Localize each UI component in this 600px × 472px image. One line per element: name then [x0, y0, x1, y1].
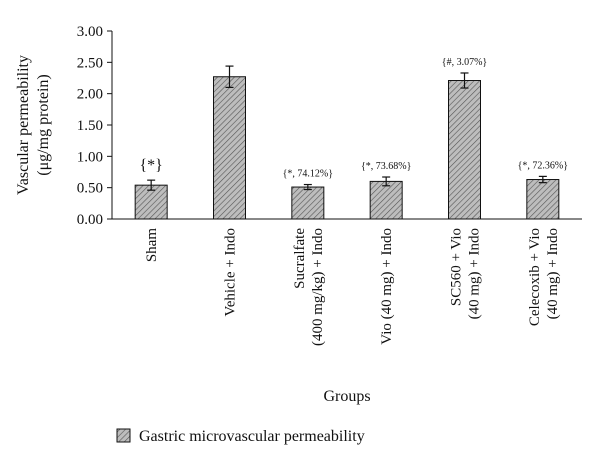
x-tick-label-line: Vehicle + Indo	[223, 228, 239, 316]
x-tick-label: Sham	[144, 228, 160, 263]
x-tick-label: Sucralfate (400 mg/kg) + Indo	[292, 228, 326, 346]
x-tick-label-line: Celecoxib + Vio	[527, 228, 543, 326]
x-tick-label-line: Sucralfate	[292, 228, 308, 289]
annotations: {*} {*, 74.12%} {*, 73.68%} {#, 3.07%} {*, 7…	[139, 57, 568, 180]
y-tick-label: 3.00	[77, 24, 103, 40]
error-bar	[303, 183, 312, 191]
bar-annotation: {*, 73.68%}	[361, 161, 411, 172]
x-tick-label-line: (400 mg/kg) + Indo	[310, 228, 326, 346]
bar-annotation: {#, 3.07%}	[442, 57, 487, 68]
x-tick-labels: Sham Vehicle + Indo Sucralfate (400 mg/kg) …	[144, 228, 561, 346]
legend-swatch	[116, 428, 131, 443]
x-tick-label-line: (40 mg) + Indo	[545, 228, 561, 319]
x-axis-title: Groups	[323, 388, 370, 405]
x-tick-label: Celecoxib + Vio (40 mg) + Indo	[527, 228, 561, 326]
x-tick-label-line: (40 mg) + Indo	[467, 228, 483, 319]
error-bar	[538, 175, 547, 184]
x-tick-label-line: Vio (40 mg) + Indo	[379, 228, 395, 345]
y-tick-label: 2.50	[77, 55, 103, 71]
x-tick-label: SC560 + Vio (40 mg) + Indo	[449, 228, 483, 319]
legend-label: Gastric microvascular permeability	[139, 428, 365, 445]
error-bar	[460, 72, 469, 89]
x-tick-label: Vehicle + Indo	[223, 228, 239, 316]
y-tick-label: 1.50	[77, 118, 103, 134]
y-ticks: 0.00 0.50 1.00 1.50 2.00 2.50 3.00	[77, 24, 112, 228]
y-tick-label: 1.00	[77, 149, 103, 165]
y-axis-title-line1: Vascular permeability	[15, 55, 32, 195]
x-tick-label-line: Sham	[144, 228, 160, 263]
bar-annotation: {*, 72.36%}	[518, 160, 568, 171]
bar	[526, 179, 560, 220]
x-tick-label-line: SC560 + Vio	[449, 228, 465, 306]
legend: Gastric microvascular permeability	[116, 428, 365, 445]
error-bar	[147, 179, 156, 191]
error-bars	[147, 65, 547, 191]
x-tick-label: Vio (40 mg) + Indo	[379, 228, 395, 345]
y-tick-label: 2.00	[77, 87, 103, 103]
y-axis-title-line2: (μg/mg protein)	[35, 74, 52, 175]
bar	[448, 80, 481, 220]
y-tick-label: 0.00	[77, 212, 103, 228]
error-bar	[225, 65, 234, 89]
bar	[369, 180, 403, 220]
bar-annotation: {*}	[139, 157, 162, 174]
bar-annotation: {*, 74.12%}	[283, 169, 333, 180]
bar	[213, 76, 246, 220]
bars	[134, 76, 560, 220]
bar	[291, 186, 325, 220]
y-axis-title: Vascular permeability (μg/mg protein)	[15, 55, 52, 195]
y-tick-label: 0.50	[77, 181, 103, 197]
error-bar	[382, 176, 391, 187]
